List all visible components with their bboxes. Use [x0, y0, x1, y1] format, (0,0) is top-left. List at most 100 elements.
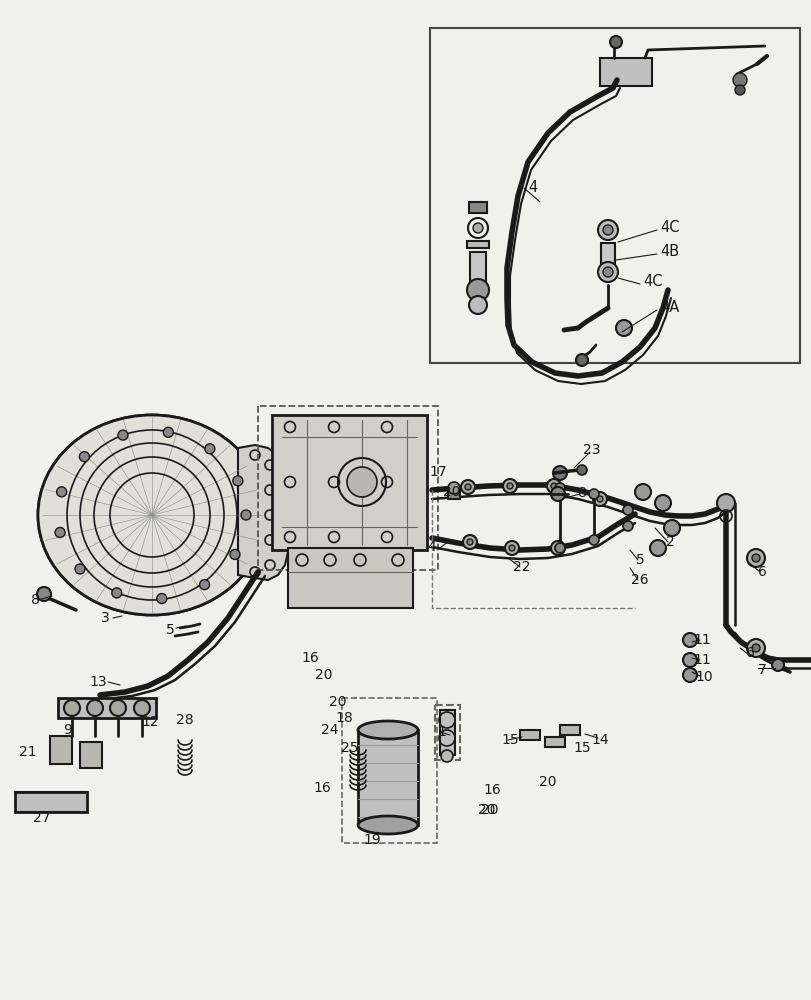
Circle shape	[440, 750, 453, 762]
Circle shape	[109, 700, 126, 716]
Bar	[466, 241, 488, 248]
Circle shape	[622, 521, 633, 531]
Circle shape	[588, 535, 599, 545]
Circle shape	[466, 539, 473, 545]
Circle shape	[118, 430, 128, 440]
Text: 19: 19	[363, 833, 380, 847]
Circle shape	[551, 487, 564, 501]
Text: 3: 3	[101, 611, 109, 625]
Text: 11: 11	[693, 633, 710, 647]
Circle shape	[682, 668, 696, 682]
Circle shape	[55, 527, 65, 537]
Text: 4: 4	[527, 180, 537, 196]
Circle shape	[746, 639, 764, 657]
Text: 20: 20	[481, 803, 498, 817]
Text: 9: 9	[63, 723, 72, 737]
Text: 8: 8	[31, 593, 40, 607]
Text: 8: 8	[577, 486, 586, 500]
Circle shape	[204, 444, 215, 454]
Circle shape	[57, 487, 67, 497]
Text: 4: 4	[427, 540, 436, 554]
Text: 16: 16	[483, 783, 500, 797]
Circle shape	[609, 36, 621, 48]
Circle shape	[554, 545, 560, 551]
Text: 20: 20	[478, 803, 496, 817]
Circle shape	[134, 700, 150, 716]
Circle shape	[634, 484, 650, 500]
Text: 4B: 4B	[659, 244, 678, 259]
Bar	[430, 28, 799, 363]
Circle shape	[716, 494, 734, 512]
Circle shape	[597, 220, 617, 240]
Circle shape	[79, 452, 89, 462]
Circle shape	[682, 633, 696, 647]
Circle shape	[506, 483, 513, 489]
Text: 26: 26	[630, 573, 648, 587]
Circle shape	[64, 700, 80, 716]
Circle shape	[616, 320, 631, 336]
Ellipse shape	[38, 415, 266, 615]
Circle shape	[575, 354, 587, 366]
Bar	[341, 698, 436, 843]
Circle shape	[771, 659, 783, 671]
Text: 12: 12	[141, 715, 159, 729]
Bar	[600, 243, 614, 269]
Circle shape	[465, 484, 470, 490]
Text: 18: 18	[335, 711, 353, 725]
Circle shape	[751, 644, 759, 652]
Circle shape	[551, 541, 564, 555]
Circle shape	[37, 587, 51, 601]
Text: 4A: 4A	[659, 300, 679, 316]
Text: 27: 27	[33, 811, 50, 825]
Text: 4C: 4C	[659, 221, 679, 235]
Text: 20: 20	[443, 485, 460, 499]
Bar	[272, 415, 427, 550]
Text: 6: 6	[757, 565, 766, 579]
Circle shape	[473, 223, 483, 233]
Circle shape	[157, 594, 166, 604]
Text: 2: 2	[665, 535, 674, 549]
Text: 14: 14	[590, 733, 608, 747]
Circle shape	[663, 520, 679, 536]
Bar	[440, 710, 454, 755]
Circle shape	[603, 225, 612, 235]
Bar	[544, 737, 564, 747]
Circle shape	[163, 427, 173, 437]
Circle shape	[732, 73, 746, 87]
Bar	[469, 202, 487, 213]
Text: 5: 5	[635, 553, 644, 567]
Circle shape	[597, 262, 617, 282]
Bar	[599, 58, 651, 86]
Text: 1: 1	[437, 725, 446, 739]
Text: 10: 10	[694, 670, 712, 684]
Circle shape	[469, 296, 487, 314]
Circle shape	[466, 279, 488, 301]
Circle shape	[346, 467, 376, 497]
Circle shape	[508, 545, 514, 551]
Circle shape	[112, 588, 122, 598]
Text: 25: 25	[341, 741, 358, 755]
Text: 20: 20	[539, 775, 556, 789]
Text: 6: 6	[744, 646, 753, 660]
Text: 13: 13	[89, 675, 107, 689]
Circle shape	[552, 466, 566, 480]
Ellipse shape	[358, 721, 418, 739]
Circle shape	[551, 483, 556, 489]
Circle shape	[233, 476, 242, 486]
Circle shape	[622, 505, 633, 515]
Text: 21: 21	[19, 745, 36, 759]
Circle shape	[734, 85, 744, 95]
Circle shape	[462, 535, 476, 549]
Text: 4C: 4C	[642, 274, 662, 290]
Text: 16: 16	[301, 651, 319, 665]
Bar	[50, 736, 72, 764]
Bar	[58, 698, 156, 718]
Circle shape	[87, 700, 103, 716]
Text: 11: 11	[693, 653, 710, 667]
Bar	[15, 792, 87, 812]
Text: 28: 28	[176, 713, 194, 727]
Bar	[519, 730, 539, 740]
Bar	[560, 725, 579, 735]
Circle shape	[682, 653, 696, 667]
Circle shape	[751, 554, 759, 562]
